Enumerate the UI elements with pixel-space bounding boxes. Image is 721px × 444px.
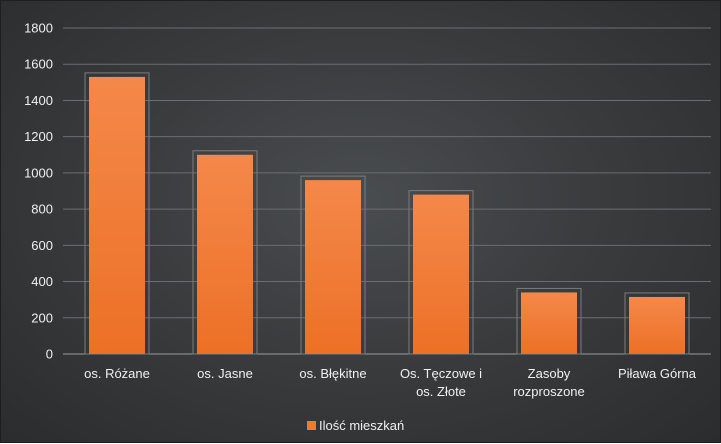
y-tick-label: 400	[31, 274, 53, 289]
y-tick-label: 1200	[24, 129, 53, 144]
y-tick-label: 0	[46, 347, 53, 362]
bar	[521, 292, 577, 354]
x-tick-label: Os. Tęczowe i os. Złote	[400, 366, 482, 399]
y-tick-label: 1600	[24, 57, 53, 72]
x-tick-label: os. Błękitne	[299, 366, 366, 381]
legend-label: Ilość mieszkań	[319, 418, 404, 433]
y-tick-label: 1000	[24, 165, 53, 180]
y-tick-label: 1400	[24, 93, 53, 108]
legend-swatch	[307, 421, 316, 430]
x-tick-label: os. Różane	[84, 366, 150, 381]
bar	[629, 296, 685, 354]
y-tick-label: 600	[31, 238, 53, 253]
x-tick-label: Zasoby rozproszone	[513, 366, 585, 399]
y-tick-label: 800	[31, 202, 53, 217]
legend: Ilość mieszkań	[307, 418, 404, 433]
y-tick-label: 200	[31, 310, 53, 325]
bar	[305, 180, 361, 354]
bar	[413, 194, 469, 354]
y-tick-label: 1800	[24, 21, 53, 36]
bar	[89, 76, 145, 355]
x-tick-label: os. Jasne	[197, 366, 253, 381]
bar	[197, 154, 253, 354]
x-tick-label: Piława Górna	[618, 366, 697, 381]
